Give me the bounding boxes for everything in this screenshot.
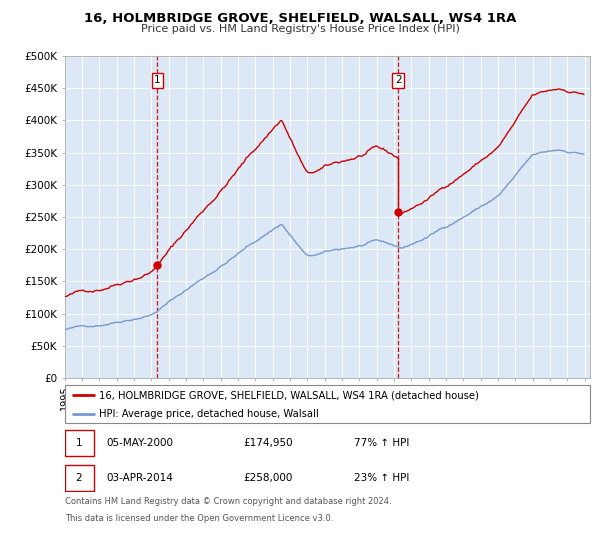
Text: 2: 2 — [76, 473, 82, 483]
Text: 1: 1 — [76, 438, 82, 448]
Bar — [65, 465, 94, 491]
Text: 05-MAY-2000: 05-MAY-2000 — [107, 438, 174, 448]
Text: 16, HOLMBRIDGE GROVE, SHELFIELD, WALSALL, WS4 1RA (detached house): 16, HOLMBRIDGE GROVE, SHELFIELD, WALSALL… — [99, 390, 479, 400]
Text: 77% ↑ HPI: 77% ↑ HPI — [353, 438, 409, 448]
Text: HPI: Average price, detached house, Walsall: HPI: Average price, detached house, Wals… — [99, 409, 319, 419]
Text: 23% ↑ HPI: 23% ↑ HPI — [353, 473, 409, 483]
Text: 1: 1 — [154, 76, 161, 86]
Text: 03-APR-2014: 03-APR-2014 — [107, 473, 173, 483]
Bar — [65, 430, 94, 456]
Text: Price paid vs. HM Land Registry's House Price Index (HPI): Price paid vs. HM Land Registry's House … — [140, 24, 460, 34]
Text: £174,950: £174,950 — [244, 438, 293, 448]
Text: This data is licensed under the Open Government Licence v3.0.: This data is licensed under the Open Gov… — [65, 514, 333, 522]
Text: Contains HM Land Registry data © Crown copyright and database right 2024.: Contains HM Land Registry data © Crown c… — [65, 497, 391, 506]
Text: £258,000: £258,000 — [244, 473, 293, 483]
Text: 2: 2 — [395, 76, 401, 86]
Text: 16, HOLMBRIDGE GROVE, SHELFIELD, WALSALL, WS4 1RA: 16, HOLMBRIDGE GROVE, SHELFIELD, WALSALL… — [84, 12, 516, 25]
